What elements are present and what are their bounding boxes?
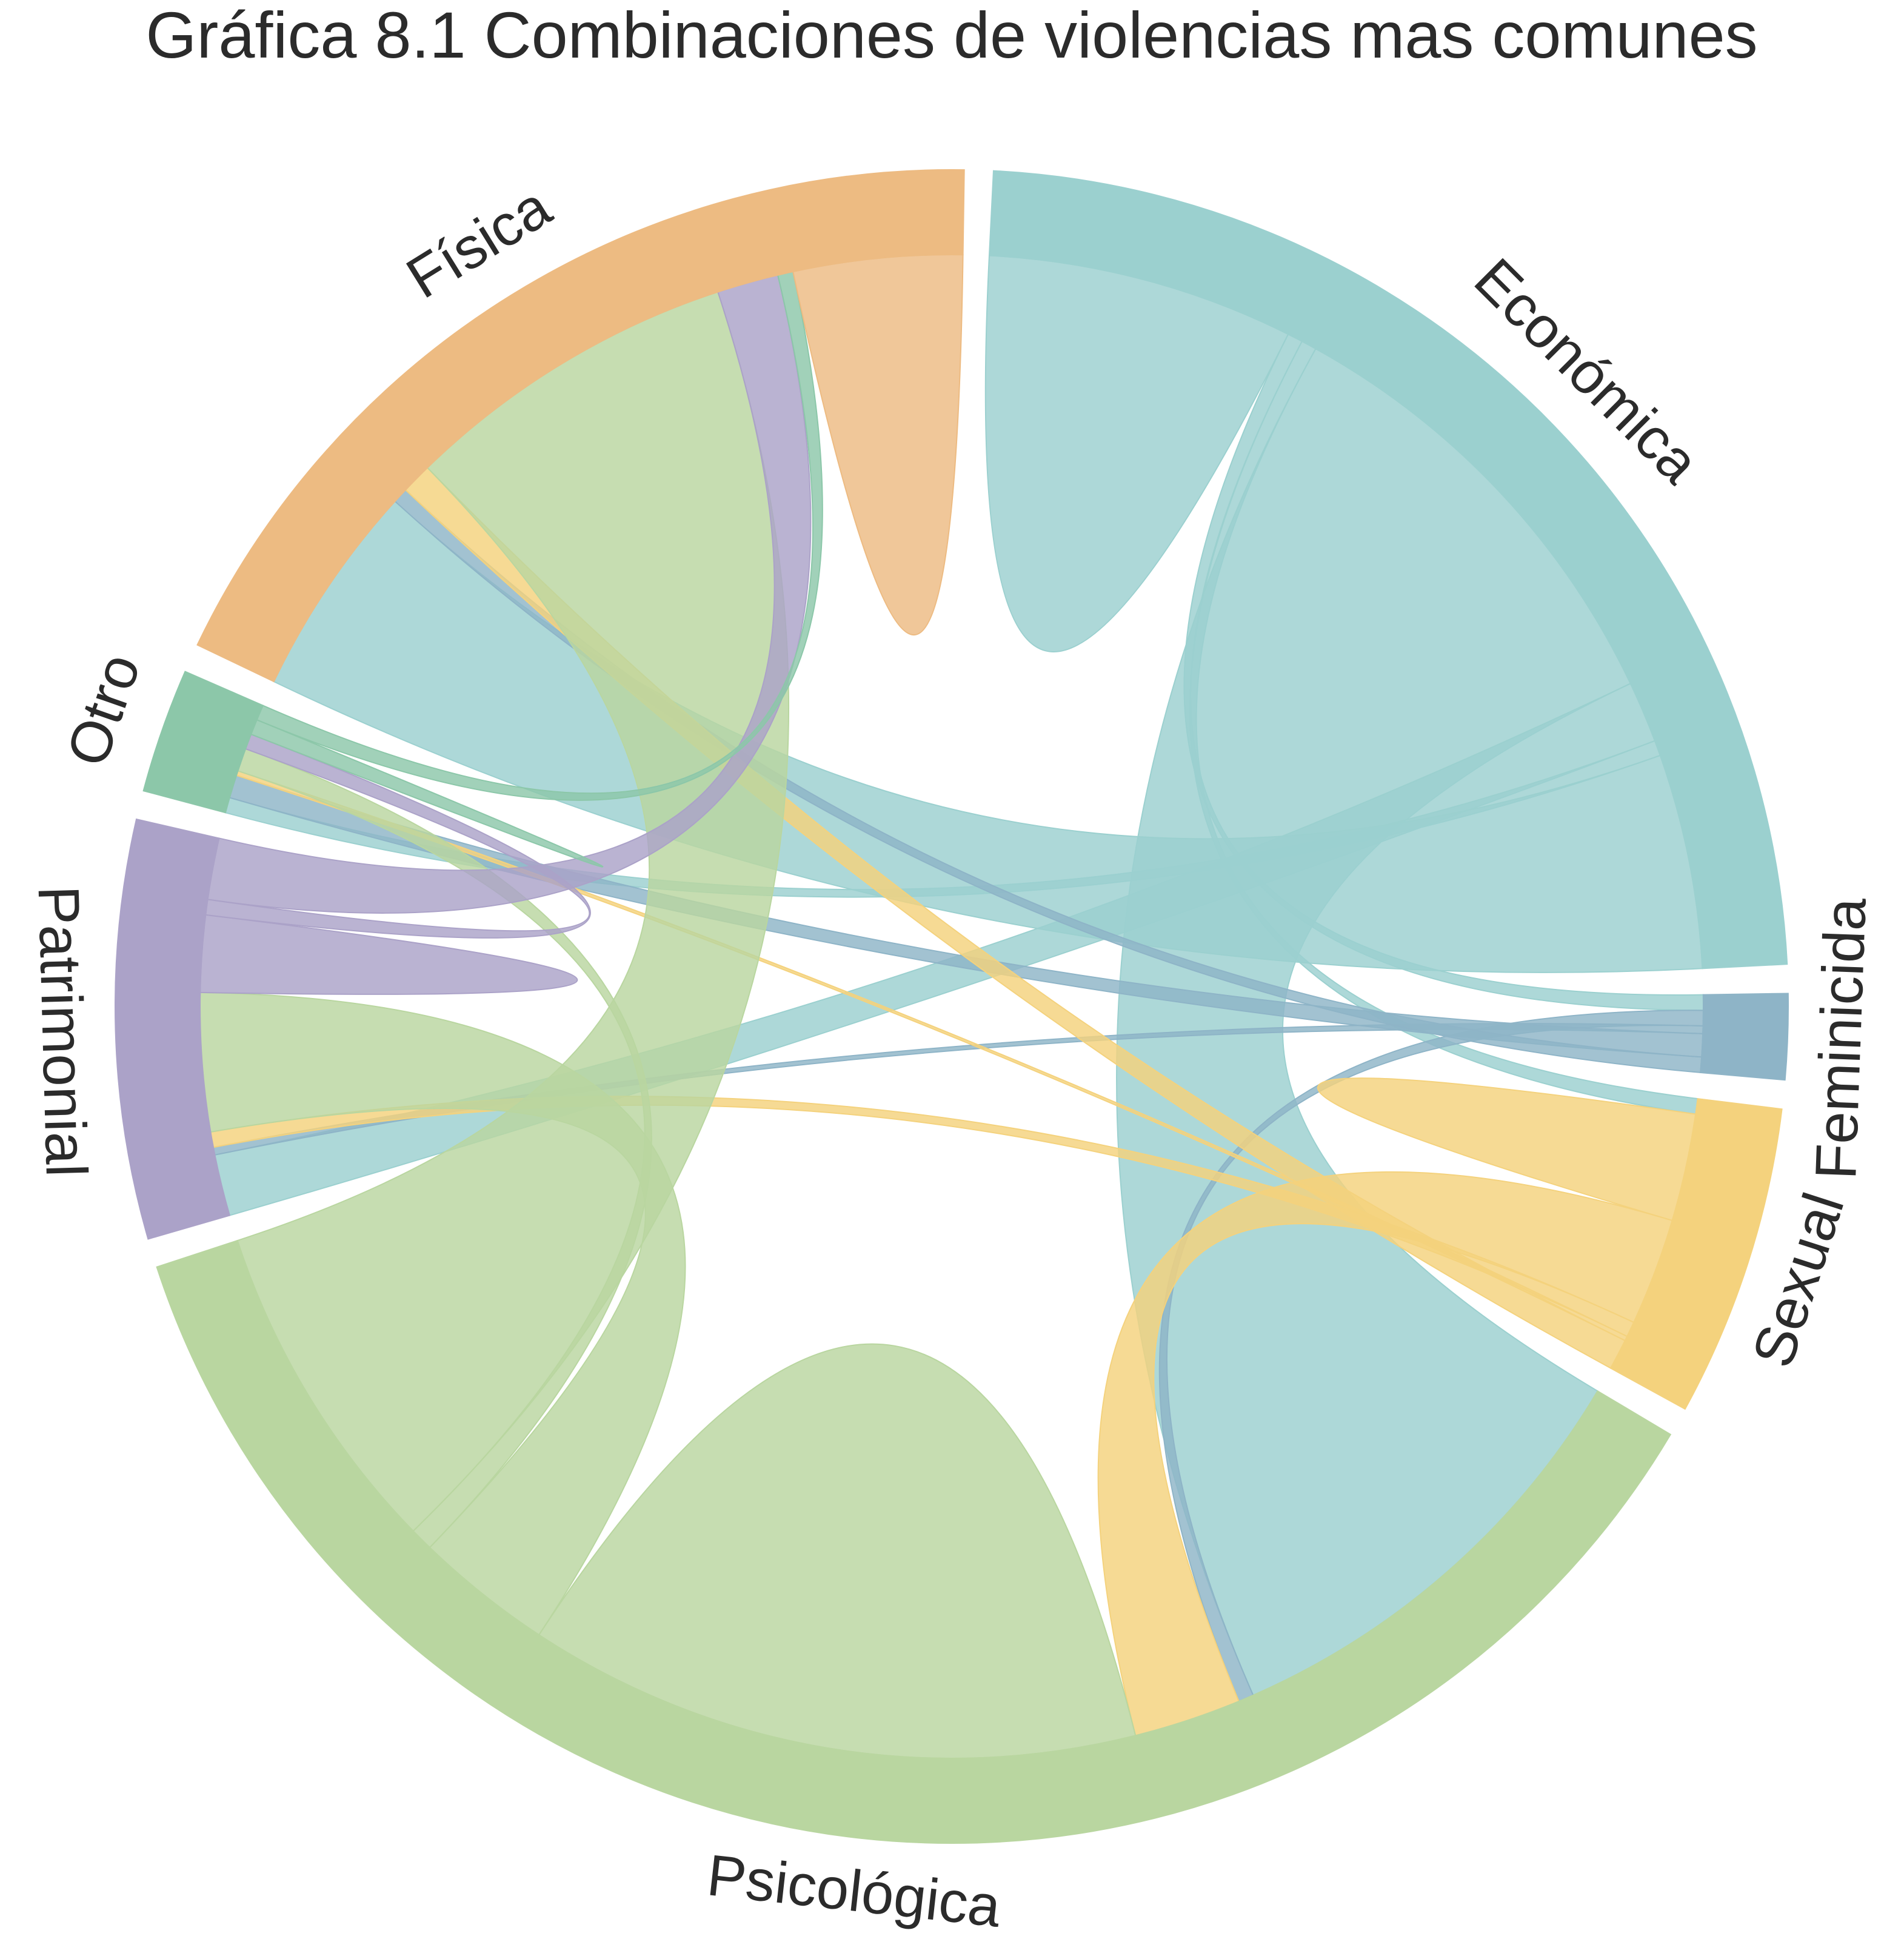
arc-economica <box>988 170 1788 970</box>
arc-otro <box>142 671 264 814</box>
arc-fisica <box>196 169 965 683</box>
ribbon-economica-fisica <box>273 500 1703 973</box>
label-feminicida: Feminicida <box>1803 897 1879 1181</box>
arc-sexual <box>1609 1097 1783 1410</box>
arc-feminicida <box>1700 993 1789 1081</box>
arc-psicologica <box>156 1239 1672 1844</box>
arc-patrimonial <box>115 818 231 1240</box>
label-otro: Otro <box>55 646 153 774</box>
ribbons-layer <box>199 254 1704 1759</box>
label-patrimonial: Patrimonial <box>26 885 99 1177</box>
label-psicologica: Psicológica <box>704 1843 1004 1940</box>
chart-title: Gráfica 8.1 Combinaciones de violencias … <box>145 0 1757 72</box>
arcs-layer <box>115 169 1789 1844</box>
